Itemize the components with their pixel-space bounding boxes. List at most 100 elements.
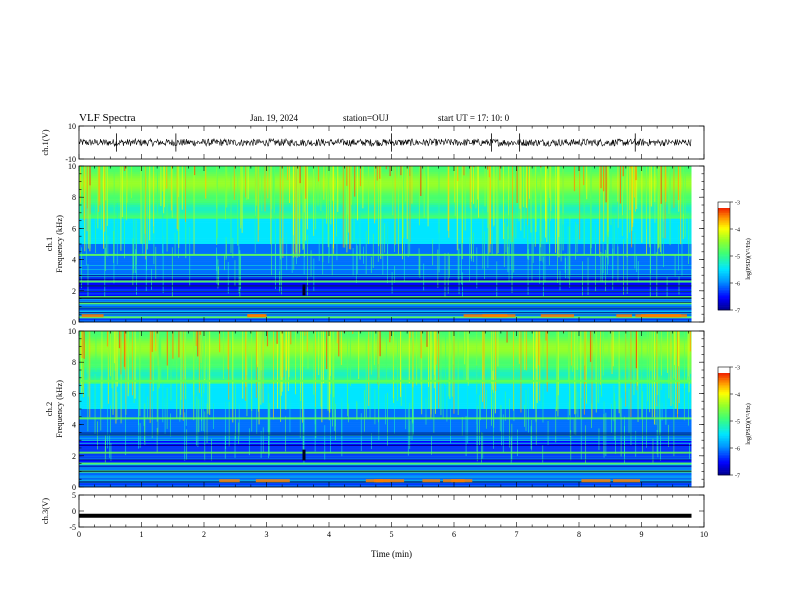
mid-streak	[590, 198, 592, 254]
mid-streak	[567, 401, 569, 421]
mid-streak	[487, 212, 489, 268]
colorbar-step	[718, 435, 730, 438]
ch1-ylabel-line: ch.1	[44, 237, 54, 251]
mid-streak	[356, 245, 358, 274]
mid-streak	[291, 214, 293, 273]
burst	[199, 331, 201, 335]
colorbar-step	[718, 458, 730, 460]
thin-line	[79, 301, 692, 302]
impulse-streak	[645, 166, 647, 230]
impulse-streak	[669, 166, 671, 211]
bg-band	[79, 203, 692, 206]
impulse-streak	[515, 166, 517, 239]
impulse-streak	[380, 166, 382, 259]
mid-streak	[510, 437, 512, 464]
bg-band	[79, 294, 692, 297]
impulse-streak	[624, 166, 626, 214]
thin-line	[79, 311, 692, 312]
impulse-streak	[617, 166, 619, 228]
impulse-streak	[454, 166, 456, 217]
impulse-streak	[203, 331, 205, 393]
mid-streak	[663, 221, 664, 268]
impulse-streak	[287, 331, 289, 392]
burst	[600, 166, 602, 189]
mid-streak	[377, 229, 379, 262]
mid-streak	[280, 211, 282, 260]
impulse-streak	[397, 331, 398, 401]
burst	[605, 166, 607, 203]
bg-band	[79, 318, 692, 321]
thin-line	[79, 465, 692, 467]
bg-band	[79, 424, 692, 427]
bg-band	[79, 377, 692, 381]
mid-streak	[654, 201, 656, 256]
mid-streak	[79, 386, 81, 420]
mid-streak	[216, 255, 218, 284]
band-line	[79, 253, 692, 256]
mid-streak	[530, 425, 532, 449]
mid-streak	[186, 429, 188, 460]
burst	[400, 166, 402, 176]
impulse-streak	[228, 331, 230, 400]
impulse-streak	[143, 166, 145, 244]
mid-streak	[660, 380, 662, 433]
impulse-streak	[267, 166, 269, 199]
impulse-streak	[320, 166, 322, 212]
mid-streak	[328, 232, 330, 264]
colorbar-step	[718, 209, 730, 212]
mid-streak	[372, 233, 374, 268]
mid-streak	[211, 438, 212, 461]
impulse-streak	[326, 166, 328, 224]
bg-band	[79, 444, 692, 447]
impulse-streak	[660, 331, 662, 391]
impulse-streak	[610, 166, 612, 226]
impulse-streak	[378, 166, 380, 247]
colorbar-step	[718, 427, 730, 430]
impulse-streak	[296, 166, 298, 258]
bg-band	[79, 191, 692, 194]
bg-band	[79, 222, 692, 225]
ch2-heatmap	[79, 331, 704, 488]
bg-band	[79, 236, 692, 239]
impulse-streak	[487, 166, 489, 229]
colorbar-step	[718, 223, 730, 226]
colorbar-step	[718, 301, 730, 304]
bg-band	[79, 247, 692, 251]
thin-line	[79, 464, 692, 465]
colorbar-step	[718, 221, 730, 224]
colorbar-step	[718, 272, 730, 275]
impulse-streak	[503, 166, 504, 240]
impulse-streak	[657, 331, 659, 395]
bg-band	[79, 175, 692, 178]
impulse-streak	[583, 331, 585, 415]
impulse-streak	[99, 166, 101, 206]
bg-band	[79, 255, 692, 258]
thin-line	[79, 457, 692, 459]
mid-streak	[527, 228, 529, 260]
bg-band	[79, 173, 692, 177]
impulse-streak	[464, 331, 466, 365]
impulse-streak	[104, 166, 106, 232]
burst	[506, 331, 508, 343]
burst	[172, 331, 174, 359]
impulse-streak	[97, 166, 99, 229]
mid-streak	[332, 381, 333, 427]
bg-band	[79, 185, 692, 188]
mid-streak	[491, 383, 492, 426]
mid-streak	[289, 398, 291, 433]
impulse-streak	[401, 166, 403, 260]
colorbar-step	[718, 383, 730, 386]
colorbar-step	[718, 429, 730, 432]
y-tick-label: 10	[68, 327, 76, 336]
thin-line	[79, 312, 692, 314]
colorbar-step	[718, 374, 730, 377]
impulse-streak	[100, 166, 102, 230]
mid-streak	[275, 228, 276, 290]
impulse-streak	[351, 166, 353, 205]
impulse-streak	[159, 331, 160, 388]
impulse-streak	[313, 166, 315, 236]
burst	[409, 166, 411, 176]
mid-streak	[206, 403, 208, 444]
impulse-streak	[95, 331, 97, 372]
mid-streak	[573, 417, 575, 435]
